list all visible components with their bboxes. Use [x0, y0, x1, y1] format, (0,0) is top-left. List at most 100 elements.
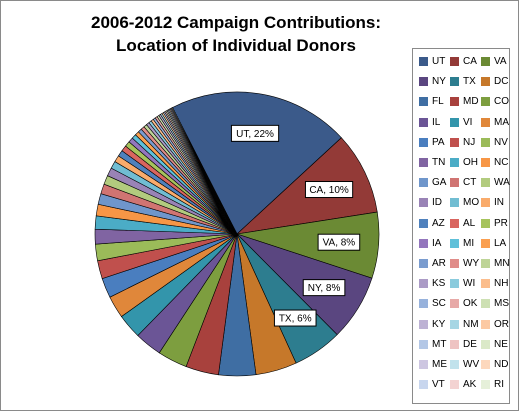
legend-label: ND [494, 359, 509, 370]
legend-swatch [450, 77, 459, 87]
legend-swatch [481, 380, 490, 390]
legend-swatch [481, 57, 490, 66]
data-label-box-ut [230, 124, 280, 142]
data-label-box-ca [304, 181, 354, 199]
legend-label: MS [494, 298, 509, 310]
chart-legend: UT CA VA NY TX DC FL MD CO IL VI MA PA NJ NV TN OH NC GA CT… [412, 48, 510, 404]
legend-swatch [450, 137, 459, 147]
legend-label: NC [494, 157, 509, 168]
legend-swatch [419, 218, 428, 228]
pie-slice-ri [171, 107, 238, 235]
legend-label: MN [494, 258, 510, 269]
legend-swatch [419, 198, 428, 208]
data-label-va: VA, 8% [317, 233, 361, 251]
legend-label: FL [432, 96, 444, 108]
legend-label: UT [432, 56, 446, 67]
legend-swatch [481, 339, 490, 349]
legend-swatch [481, 218, 490, 228]
legend-label: GA [432, 177, 447, 189]
legend-swatch [450, 360, 459, 369]
legend-swatch [450, 279, 459, 289]
legend-label: DE [463, 338, 477, 350]
legend-label: NE [494, 338, 508, 350]
legend-label: NH [494, 278, 509, 290]
legend-label: NM [463, 318, 479, 330]
legend-label: AZ [432, 217, 445, 229]
legend-label: MA [494, 116, 509, 128]
legend-label: WA [494, 177, 510, 189]
legend-label: WV [463, 359, 480, 370]
legend-swatch [450, 178, 459, 188]
legend-label: VT [432, 379, 445, 391]
legend-swatch [481, 198, 490, 208]
legend-swatch [419, 137, 428, 147]
legend-label: TN [432, 157, 446, 168]
legend-label: IA [432, 237, 442, 249]
legend-swatch [419, 77, 428, 87]
legend-swatch [419, 319, 428, 329]
legend-label: AK [463, 379, 477, 391]
legend-label: DC [494, 76, 509, 88]
legend-swatch [419, 380, 428, 390]
legend-label: KY [432, 318, 446, 330]
legend-label: TX [463, 76, 476, 88]
legend-swatch [481, 299, 490, 309]
legend-swatch [419, 57, 428, 66]
legend-swatch [481, 360, 490, 369]
legend-swatch [419, 299, 428, 309]
legend-swatch [419, 178, 428, 188]
data-label-box-tx [273, 309, 317, 327]
legend-swatch [450, 380, 459, 390]
legend-swatch [419, 238, 428, 248]
legend-label: WI [463, 278, 476, 290]
legend-swatch [481, 137, 490, 147]
legend-label: SC [432, 298, 446, 310]
legend-swatch [450, 198, 459, 208]
legend-label: ME [432, 359, 447, 370]
legend-label: PA [432, 136, 445, 148]
legend-label: CO [494, 96, 509, 108]
legend-label: LA [494, 237, 507, 249]
legend-label: MO [463, 197, 480, 209]
legend-label: WY [463, 258, 480, 269]
legend-swatch [419, 259, 428, 268]
legend-label: CA [463, 56, 477, 67]
pie-slice-ut [172, 91, 342, 235]
legend-label: ID [432, 197, 442, 209]
legend-swatch [450, 319, 459, 329]
legend-label: NJ [463, 136, 476, 148]
legend-label: VA [494, 56, 507, 67]
data-label-box-va [317, 233, 361, 251]
legend-label: MT [432, 338, 447, 350]
legend-label: NY [432, 76, 446, 88]
legend-label: AL [463, 217, 476, 229]
legend-swatch [481, 158, 490, 167]
pie-chart: UT, 22% CA, 10% VA, 8% NY, 8% TX, 6% [94, 91, 380, 377]
data-label-ny: NY, 8% [302, 279, 346, 297]
legend-label: VI [463, 116, 473, 128]
legend-label: OK [463, 298, 478, 310]
legend-swatch [419, 158, 428, 167]
legend-swatch [481, 178, 490, 188]
legend-swatch [450, 97, 459, 107]
chart-title: 2006-2012 Campaign Contributions: [90, 13, 381, 32]
legend-label: PR [494, 217, 508, 229]
legend-swatch [481, 97, 490, 107]
data-label-text-ut: UT, 22% [236, 129, 274, 140]
legend-swatch [481, 259, 490, 268]
legend-label: OH [463, 157, 478, 168]
legend-label: IL [432, 116, 441, 128]
legend-swatch [419, 339, 428, 349]
data-label-box-ny [302, 279, 346, 297]
legend-swatch [481, 319, 490, 329]
data-label-ut: UT, 22% [230, 124, 280, 142]
data-label-tx: TX, 6% [273, 309, 317, 327]
data-label-text-va: VA, 8% [323, 238, 356, 249]
legend-swatch [419, 360, 428, 369]
legend-swatch [481, 117, 490, 127]
legend-label: CT [463, 177, 477, 189]
legend-swatch [450, 57, 459, 66]
legend-swatch [450, 259, 459, 268]
legend-swatch [481, 238, 490, 248]
